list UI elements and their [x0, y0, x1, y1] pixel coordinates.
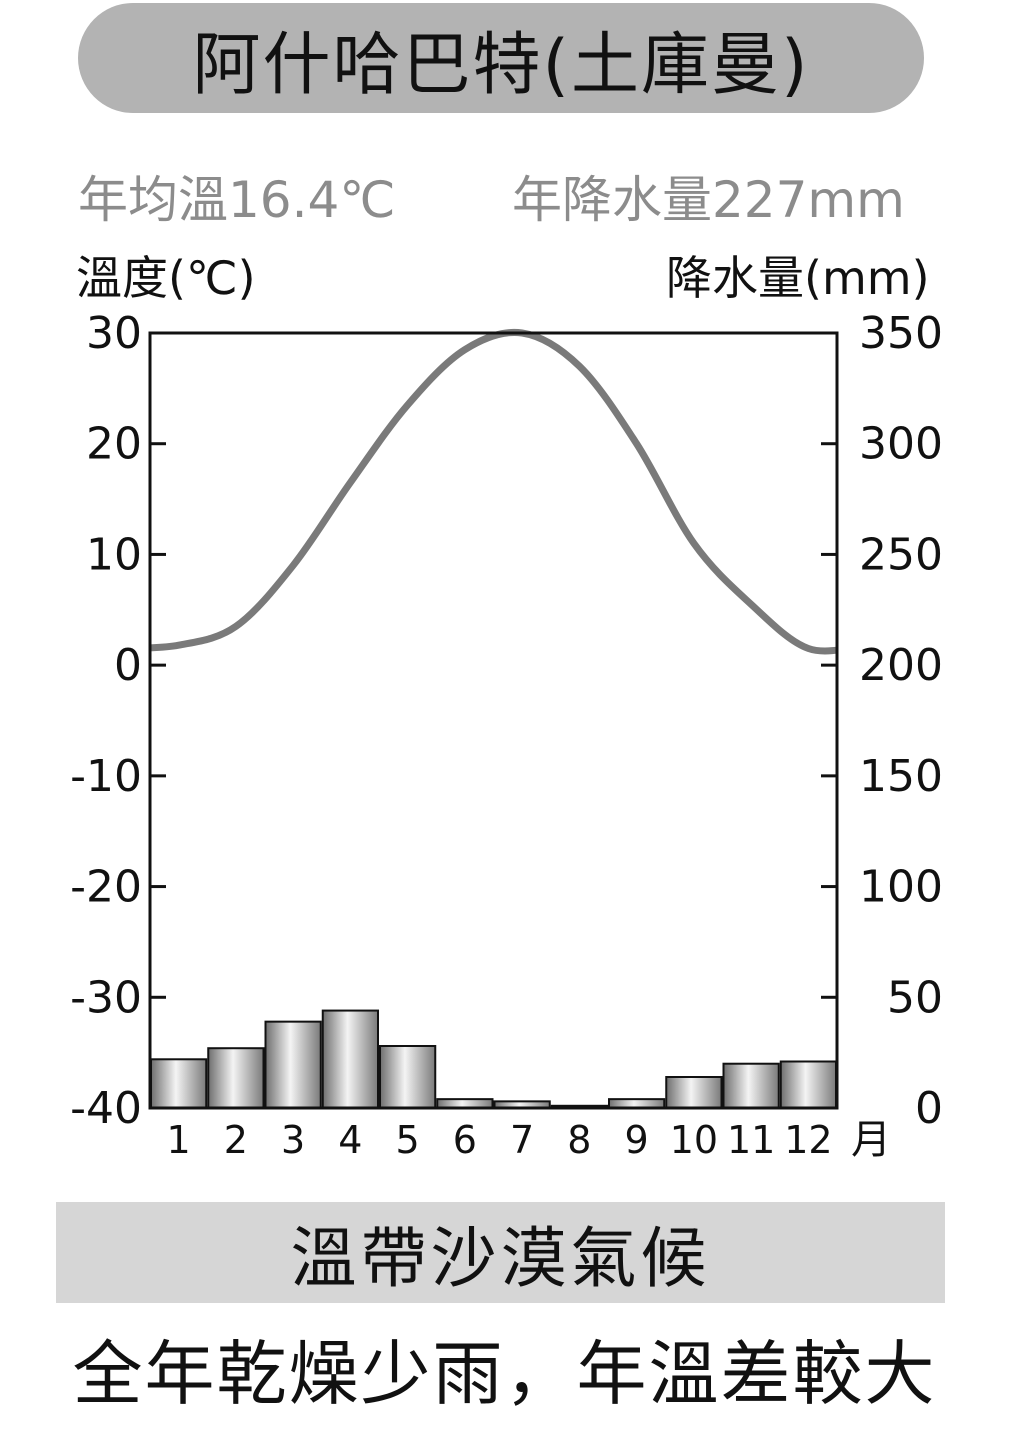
- right-tick-label: 200: [859, 640, 943, 691]
- month-label: 9: [625, 1118, 649, 1162]
- month-label: 1: [167, 1118, 191, 1162]
- right-axis-title: 降水量(mm): [666, 251, 930, 305]
- temperature-line: [150, 328, 837, 655]
- climate-type: 溫帶沙漠氣候: [290, 1219, 711, 1297]
- right-tick-label: 250: [859, 529, 943, 580]
- title-banner: 阿什哈巴特(土庫曼): [78, 3, 924, 113]
- right-tick-label: 0: [915, 1083, 943, 1134]
- month-label: 4: [338, 1118, 362, 1162]
- month-label: 12: [784, 1118, 832, 1162]
- precip-bar-12: [779, 1060, 837, 1109]
- precip-bar-5: [379, 1045, 437, 1109]
- precip-bar-1: [150, 1058, 208, 1109]
- chart-title: 阿什哈巴特(土庫曼): [192, 25, 810, 105]
- left-axis-title: 溫度(℃): [76, 251, 256, 305]
- left-tick-label: 0: [114, 640, 142, 691]
- month-label: 5: [396, 1118, 420, 1162]
- month-label: 10: [670, 1118, 718, 1162]
- precip-bar-4: [321, 1009, 379, 1109]
- annual-precipitation: 年降水量227mm: [512, 171, 905, 229]
- annual-temperature: 年均溫16.4℃: [78, 171, 396, 229]
- left-tick-label: -10: [70, 751, 142, 802]
- precip-bar-11: [722, 1062, 780, 1110]
- left-tick-label: 10: [86, 529, 142, 580]
- left-tick-label: 30: [86, 308, 142, 359]
- month-label: 11: [727, 1118, 775, 1162]
- climate-chart: 3020100-10-20-30-40350300250200150100500…: [70, 308, 943, 1163]
- precip-bar-3: [264, 1020, 322, 1110]
- month-label: 2: [224, 1118, 248, 1162]
- month-label: 3: [281, 1118, 305, 1162]
- left-tick-label: -40: [70, 1083, 142, 1134]
- month-label: 8: [567, 1118, 591, 1162]
- climate-summary: 全年乾燥少雨，年溫差較大: [72, 1333, 937, 1415]
- month-label: 7: [510, 1118, 534, 1162]
- right-tick-label: 150: [859, 751, 943, 802]
- precip-bar-2: [207, 1047, 265, 1110]
- right-tick-label: 50: [887, 972, 943, 1023]
- left-tick-label: -30: [70, 972, 142, 1023]
- right-tick-label: 300: [859, 419, 943, 470]
- left-tick-label: 20: [86, 419, 142, 470]
- right-tick-label: 100: [859, 862, 943, 913]
- right-tick-label: 350: [859, 308, 943, 359]
- month-label: 6: [453, 1118, 477, 1162]
- plot-frame: [148, 331, 839, 1110]
- month-unit-label: 月: [851, 1117, 891, 1163]
- precip-bar-10: [665, 1076, 723, 1109]
- left-tick-label: -20: [70, 862, 142, 913]
- climate-type-band: 溫帶沙漠氣候: [56, 1202, 945, 1303]
